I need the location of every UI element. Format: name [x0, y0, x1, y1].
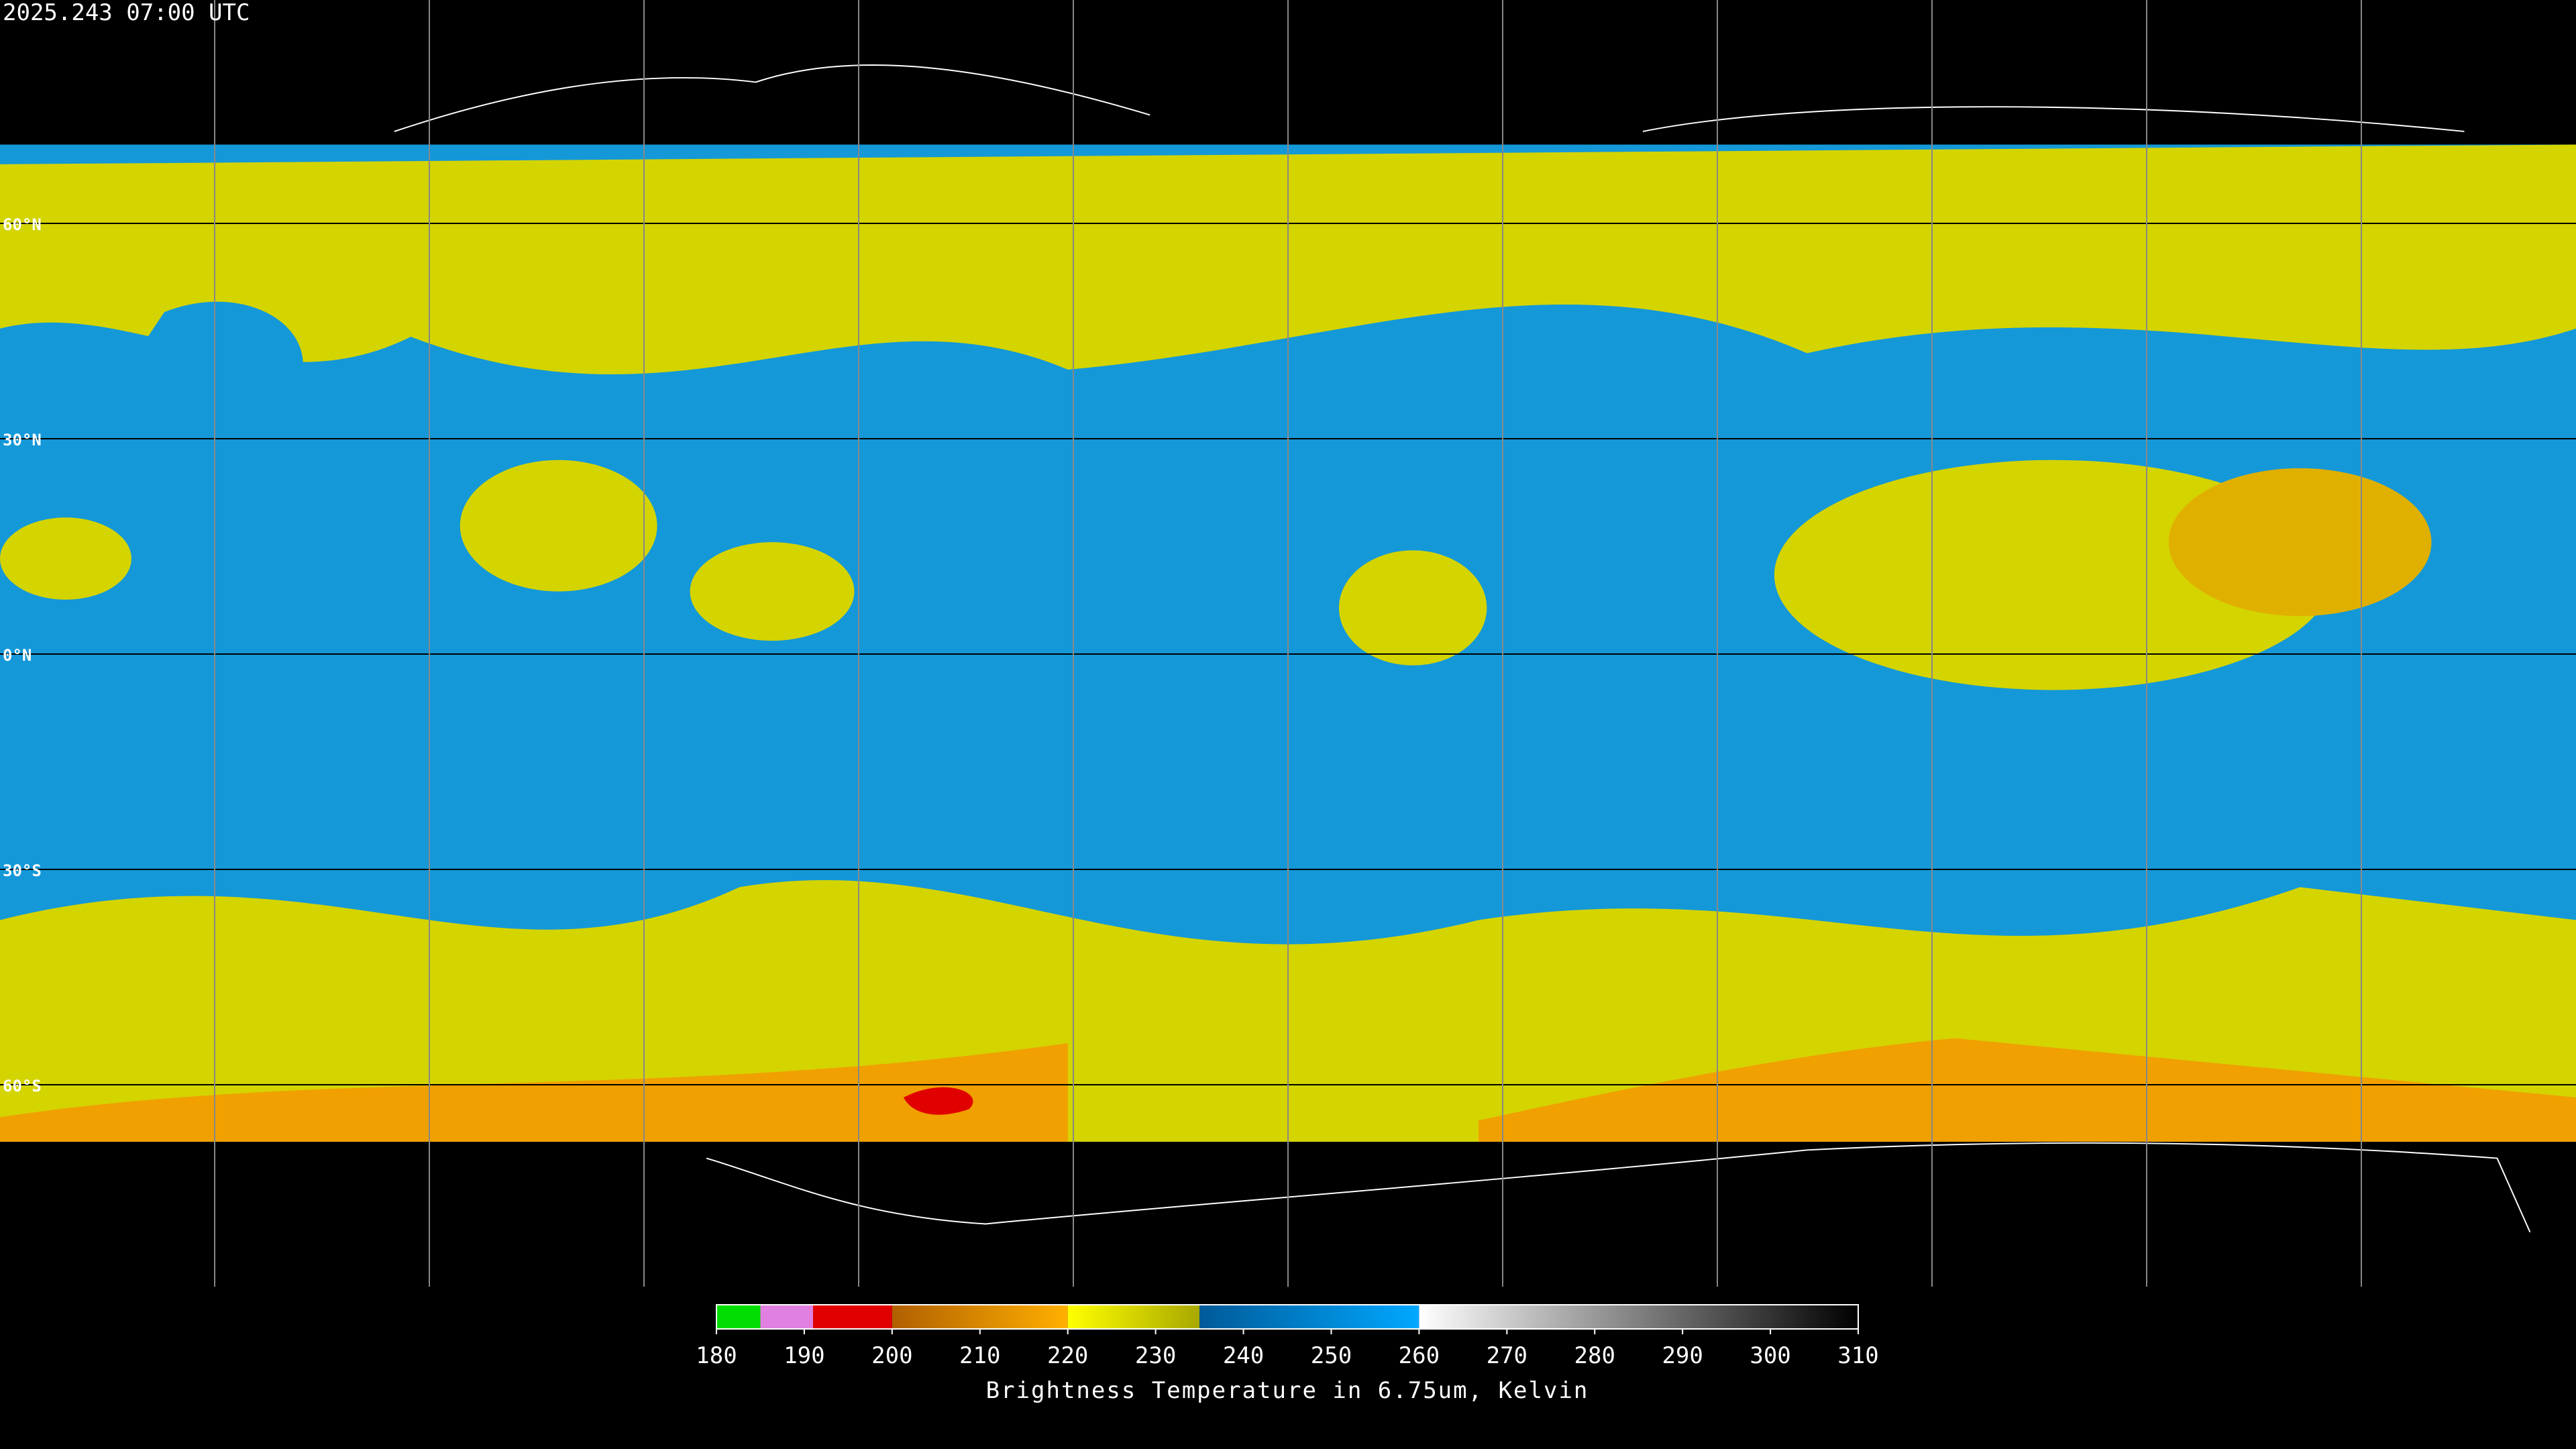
colorbar-tick-label: 200 [871, 1342, 912, 1369]
colorbar-frame [716, 1304, 1859, 1330]
colorbar-tick-label: 300 [1750, 1342, 1790, 1369]
convection [1338, 550, 1487, 665]
colorbar-tick-label: 270 [1487, 1342, 1527, 1369]
latitude-label: 30°S [3, 861, 42, 880]
latitude-label: 60°N [3, 215, 42, 234]
latitude-label: 60°S [3, 1077, 42, 1095]
convection [2168, 468, 2432, 616]
colorbar-segment [1067, 1305, 1200, 1329]
latitude-label: 30°N [3, 431, 42, 449]
colorbar-tick-label: 260 [1399, 1342, 1440, 1369]
cold-region [0, 1043, 1068, 1142]
colorbar-tick-label: 280 [1574, 1342, 1615, 1369]
colorbar-tick-label: 240 [1223, 1342, 1264, 1369]
colorbar-segment [892, 1305, 1068, 1329]
colorbar-tick-label: 210 [959, 1342, 1000, 1369]
colorbar-segment [1199, 1305, 1419, 1329]
convection [0, 517, 131, 600]
colorbar-tick-label: 250 [1311, 1342, 1352, 1369]
colorbar-tick-label: 180 [696, 1342, 737, 1369]
coastline [394, 64, 2465, 132]
vortex [1117, 205, 1283, 313]
convection [460, 460, 657, 592]
cold-core [903, 1087, 973, 1115]
colorbar-tick-label: 310 [1837, 1342, 1878, 1369]
colorbar: 180 190 200 210 220 230 240 250 260 270 280 290 300 3… [696, 1304, 1879, 1404]
colorbar-tick-label: 290 [1662, 1342, 1703, 1369]
colorbar-segment [760, 1305, 814, 1329]
convection [690, 542, 855, 641]
cold-region [1479, 1038, 2576, 1142]
colorbar-segment [813, 1305, 892, 1329]
graticule: 60°N 30°N 0°N 30°S 60°S [0, 0, 2576, 1287]
latitude-label: 0°N [3, 646, 32, 665]
vortex [131, 301, 303, 412]
timestamp: 2025.243 07:00 UTC [3, 0, 250, 26]
colorbar-label: Brightness Temperature in 6.75um, Kelvin [986, 1377, 1589, 1404]
colorbar-segment [1419, 1305, 1858, 1329]
coastline [706, 1142, 2531, 1233]
colorbar-tick-label: 190 [784, 1342, 824, 1369]
colorbar-tick-label: 230 [1135, 1342, 1176, 1369]
colorbar-segment [716, 1305, 761, 1329]
colorbar-tick-label: 220 [1047, 1342, 1088, 1369]
